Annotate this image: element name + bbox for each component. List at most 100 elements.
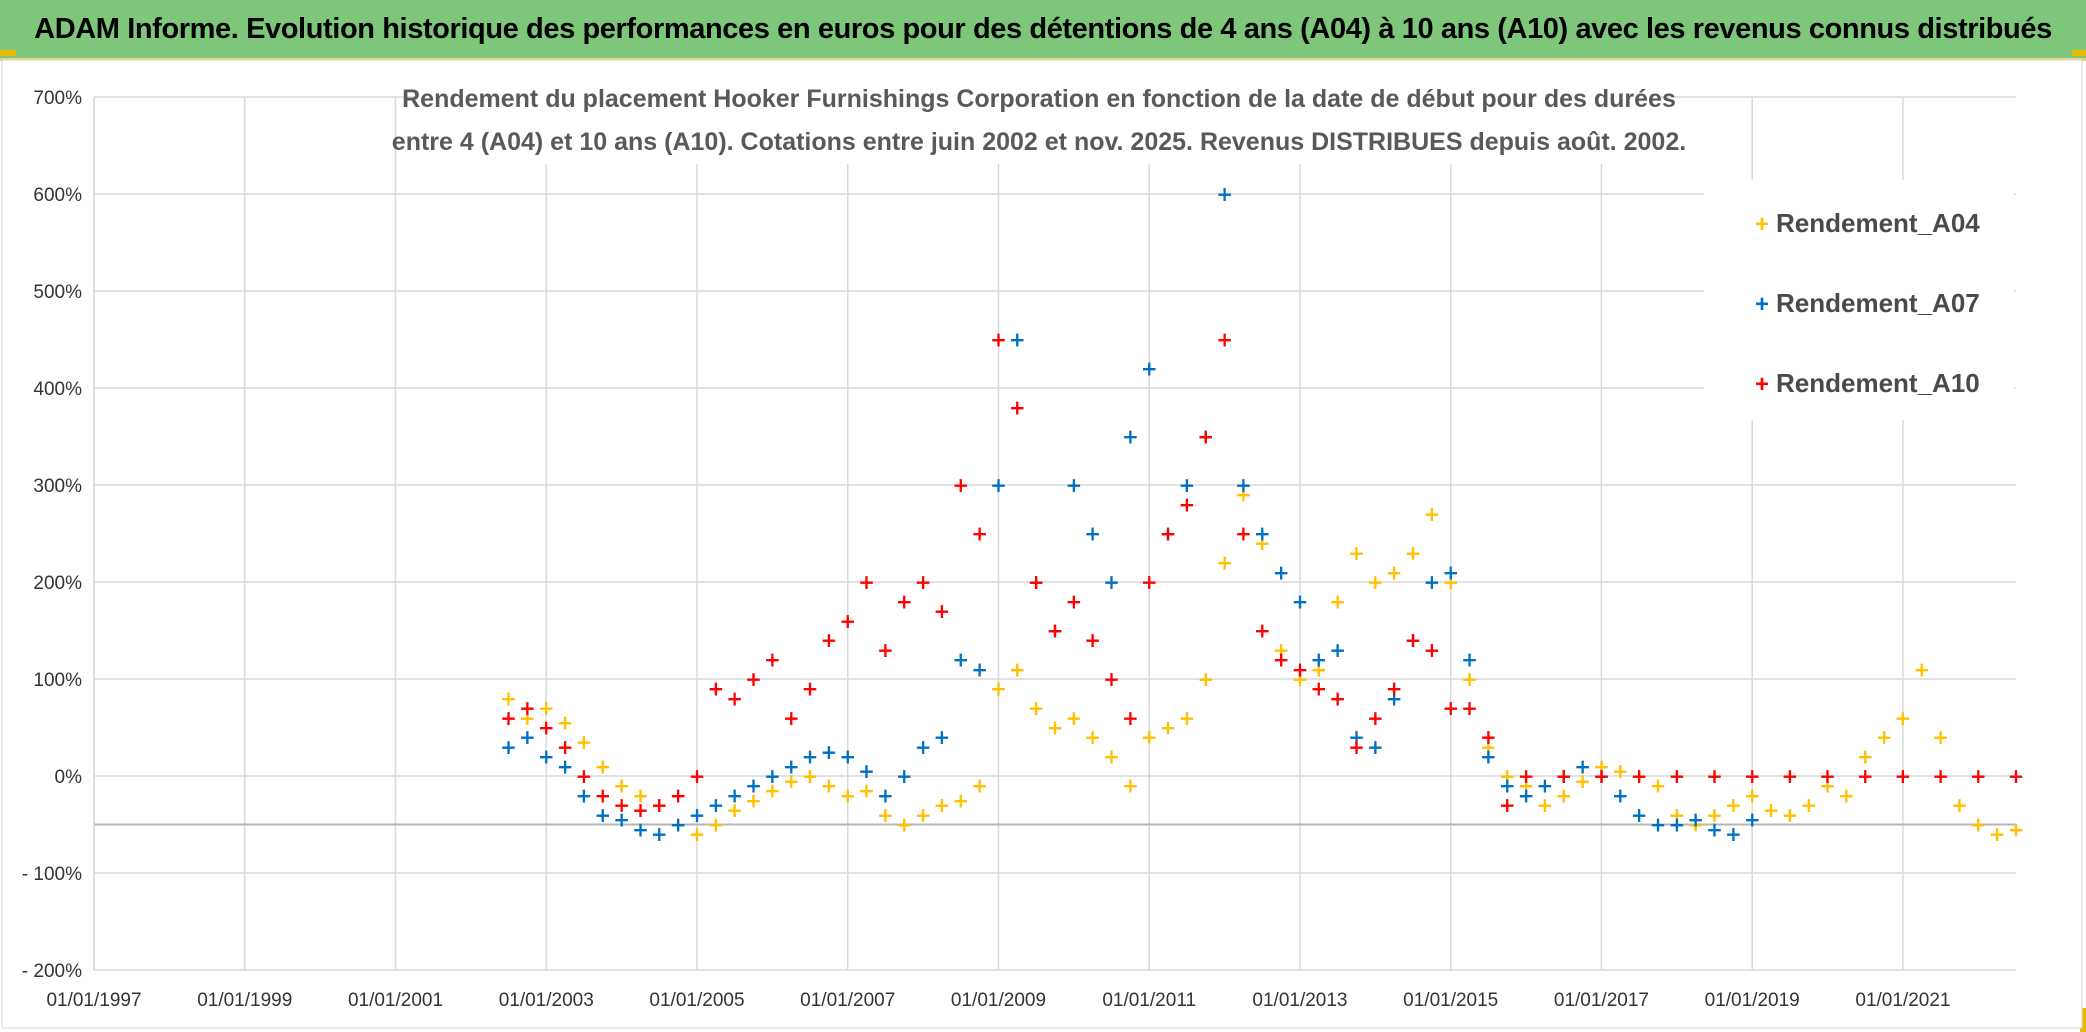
data-point-a04: +: [1254, 531, 1271, 555]
data-point-a10: +: [783, 706, 800, 730]
data-point-a10: +: [1442, 696, 1459, 720]
data-point-a07: +: [1612, 783, 1629, 807]
y-tick-label: 200%: [33, 573, 82, 594]
data-point-a04: +: [1065, 706, 1082, 730]
x-tick-label: 01/01/2009: [951, 990, 1046, 1011]
chart-title: Rendement du placement Hooker Furnishing…: [392, 76, 1686, 164]
data-point-a10: +: [1028, 570, 1045, 594]
data-point-a04: +: [500, 686, 517, 710]
title-background: [418, 76, 1658, 164]
chart-title-line-2: entre 4 (A04) et 10 ans (A10). Cotations…: [392, 128, 1686, 156]
data-point-a07: +: [915, 735, 932, 759]
data-point-a07: +: [594, 803, 611, 827]
data-point-a07: +: [971, 657, 988, 681]
data-point-a07: +: [802, 745, 819, 769]
y-tick-label: 500%: [33, 282, 82, 303]
data-point-a07: +: [1650, 813, 1667, 837]
data-point-a10: +: [1480, 725, 1497, 749]
data-point-a04: +: [1197, 667, 1214, 691]
data-point-a04: +: [1781, 803, 1798, 827]
data-point-a04: +: [1687, 813, 1704, 837]
data-point-a07: +: [670, 813, 687, 837]
data-point-a04: +: [1913, 657, 1930, 681]
data-point-a07: +: [1254, 522, 1271, 546]
x-tick-label: 01/01/2011: [1102, 990, 1196, 1011]
data-point-a07: +: [1028, 570, 1045, 594]
data-point-a07: +: [1179, 473, 1196, 497]
data-point-a07: +: [990, 473, 1007, 497]
data-point-a04: +: [1537, 793, 1554, 817]
data-point-a07: +: [858, 759, 875, 783]
data-point-a10: +: [576, 764, 593, 788]
data-point-a10: +: [1555, 764, 1572, 788]
legend-box: [1704, 180, 2014, 420]
data-point-a04: +: [2008, 817, 2025, 841]
data-point-a10: +: [1235, 522, 1252, 546]
data-point-a04: +: [1367, 570, 1384, 594]
data-point-a04: +: [1668, 803, 1685, 827]
data-point-a07: +: [1725, 822, 1742, 846]
y-tick-label: 600%: [33, 185, 82, 206]
data-point-a10: +: [632, 798, 649, 822]
data-point-a07: +: [1574, 754, 1591, 778]
data-point-a10: +: [1744, 764, 1761, 788]
data-point-a07: +: [1122, 425, 1139, 449]
data-point-a04: +: [1555, 783, 1572, 807]
data-point-a07: +: [557, 754, 574, 778]
corner-accent-bottom-right: [2080, 1008, 2086, 1032]
data-point-a04: +: [915, 803, 932, 827]
data-point-a04: +: [1310, 657, 1327, 681]
x-tick-label: 01/01/2021: [1855, 990, 1950, 1011]
data-point-a04: +: [1725, 793, 1742, 817]
data-point-a04: +: [538, 696, 555, 720]
data-point-a07: +: [764, 764, 781, 788]
data-point-a04: +: [1405, 541, 1422, 565]
data-point-a10: +: [745, 667, 762, 691]
data-point-a07: +: [1518, 783, 1535, 807]
data-point-a07: +: [1423, 570, 1440, 594]
data-point-a04: +: [576, 730, 593, 754]
data-point-a04: +: [1951, 793, 1968, 817]
data-point-a04: +: [1292, 667, 1309, 691]
data-point-a10: +: [764, 648, 781, 672]
data-point-a07: +: [1499, 774, 1516, 798]
data-point-a10: +: [1631, 764, 1648, 788]
data-point-a07: +: [1216, 182, 1233, 206]
data-point-a10: +: [896, 589, 913, 613]
data-point-a07: +: [1009, 328, 1026, 352]
axes: - 200% - 100% 0% 100% 200% 300% 400% 500% 600% 70…: [22, 88, 2016, 1011]
data-point-a04: +: [1103, 745, 1120, 769]
data-point-a10: +: [1103, 667, 1120, 691]
data-point-a04: +: [689, 822, 706, 846]
data-series: + + + + + + + + + + + + + + + + + + + + + + + + + + + + + + + + + + + + + + + +…: [500, 182, 2024, 846]
data-point-a07: +: [877, 783, 894, 807]
data-point-a10: +: [1518, 764, 1535, 788]
data-point-a10: +: [1781, 764, 1798, 788]
data-point-a04: +: [1273, 638, 1290, 662]
data-point-a10: +: [1065, 589, 1082, 613]
data-point-a07: +: [783, 754, 800, 778]
data-point-a04: +: [1499, 764, 1516, 788]
data-point-a10: +: [1292, 657, 1309, 681]
data-point-a04: +: [1329, 589, 1346, 613]
data-point-a10: +: [1819, 764, 1836, 788]
x-tick-label: 01/01/2003: [499, 990, 594, 1011]
data-point-a04: +: [1386, 560, 1403, 584]
data-point-a04: +: [1480, 735, 1497, 759]
y-tick-label: 700%: [33, 88, 82, 109]
data-point-a10: +: [915, 570, 932, 594]
data-point-a07: +: [1197, 425, 1214, 449]
data-point-a04: +: [1141, 725, 1158, 749]
data-point-a04: +: [1122, 774, 1139, 798]
data-point-a04: +: [839, 783, 856, 807]
legend: + Rendement_A04 + Rendement_A07 + Rendem…: [1704, 180, 2014, 420]
data-point-a07: +: [1329, 638, 1346, 662]
data-point-a07: +: [576, 783, 593, 807]
data-point-a04: +: [764, 779, 781, 803]
data-point-a10: +: [1367, 706, 1384, 730]
data-point-a10: +: [707, 677, 724, 701]
data-point-a10: +: [613, 793, 630, 817]
data-point-a07: +: [1235, 473, 1252, 497]
data-point-a04: +: [1348, 541, 1365, 565]
